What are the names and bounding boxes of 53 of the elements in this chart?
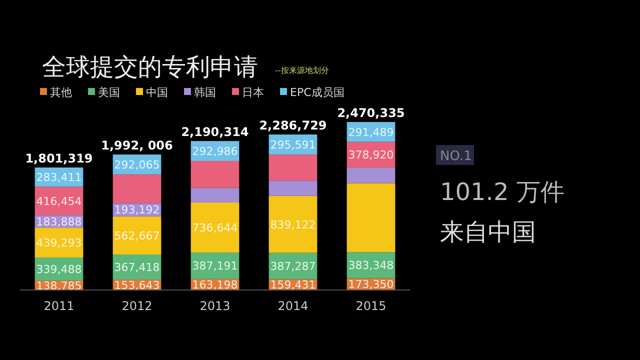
bar — [268, 154, 318, 181]
legend-label: 美国 — [98, 86, 120, 99]
total-label: 2,190,314 — [181, 125, 249, 140]
bar — [190, 202, 240, 253]
data-label: 439,293 — [36, 236, 82, 250]
bar — [112, 174, 162, 204]
chart-subtitle: --按来源地划分 — [275, 66, 329, 75]
data-label: 193,192 — [114, 204, 160, 217]
data-label: 138,785 — [36, 279, 82, 292]
data-label: 416,454 — [36, 194, 82, 208]
legend-label: 韩国 — [194, 86, 216, 99]
data-label: 736,644 — [192, 222, 238, 235]
text: 来自中国 — [440, 218, 536, 246]
bar — [268, 180, 318, 196]
data-label: 163,198 — [192, 278, 238, 292]
chart-title: 全球提交的专利申请 — [42, 53, 258, 81]
data-label: 387,191 — [192, 260, 238, 273]
data-label: 292,065 — [114, 158, 160, 172]
data-label: 562,667 — [114, 229, 160, 242]
x-tick-label: 2013 — [200, 299, 230, 313]
data-label: 295,591 — [270, 138, 316, 152]
data-label: 383,348 — [348, 259, 394, 272]
bar — [268, 196, 318, 253]
legend-label: 其他 — [50, 86, 72, 99]
text: NO.1 — [440, 149, 472, 164]
x-tick-label: 2012 — [122, 299, 152, 313]
bar — [346, 168, 396, 184]
legend-label: 日本 — [242, 86, 264, 99]
bar — [190, 160, 240, 188]
total-label: 2,286,729 — [259, 118, 327, 132]
x-tick-label: 2011 — [44, 299, 74, 313]
data-label: 339,488 — [36, 263, 82, 276]
total-label: 2,470,335 — [337, 106, 405, 120]
legend-label: EPC成员国 — [290, 86, 344, 99]
data-label: 367,418 — [114, 261, 160, 274]
data-label: 378,920 — [348, 148, 394, 162]
bar — [346, 183, 396, 252]
data-label: 183,888 — [36, 215, 82, 228]
text: 101.2 万件 — [440, 178, 564, 206]
data-label: 283,411 — [36, 171, 82, 184]
data-label: 291,489 — [348, 126, 394, 139]
x-tick-label: 2015 — [356, 299, 386, 313]
data-label: 173,350 — [348, 278, 394, 292]
x-tick-label: 2014 — [278, 299, 308, 313]
data-label: 839,122 — [270, 218, 316, 232]
total-label: 1,992, 006 — [101, 138, 173, 153]
data-label: 292,986 — [192, 145, 238, 158]
total-label: 1,801,319 — [25, 152, 93, 166]
bar — [190, 188, 240, 202]
data-label: 153,643 — [114, 278, 160, 292]
data-label: 387,287 — [270, 260, 316, 273]
legend-label: 中国 — [146, 86, 168, 99]
data-label: 159,431 — [270, 278, 316, 292]
